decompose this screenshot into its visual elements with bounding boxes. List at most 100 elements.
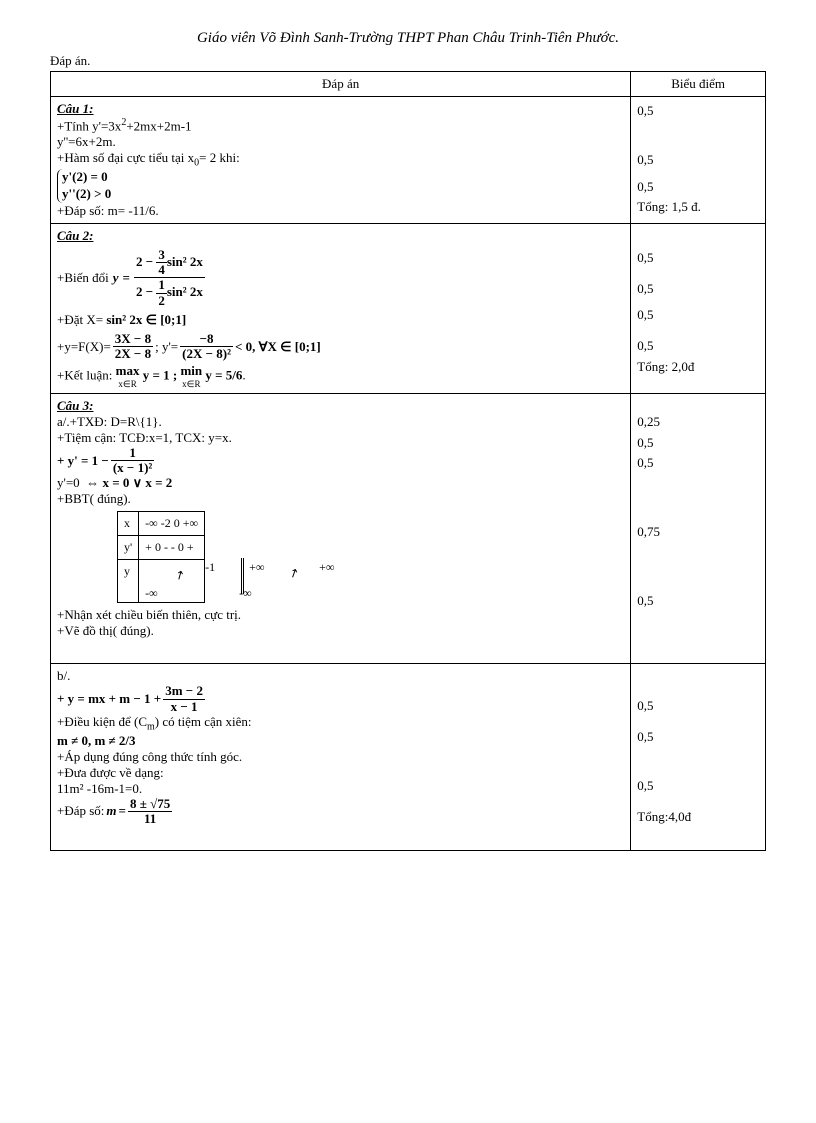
q2-s3: 0,5 xyxy=(637,305,759,326)
q2-s1: 0,5 xyxy=(637,248,759,269)
q3-a1: a/.+TXĐ: D=R\{1}. xyxy=(57,414,624,430)
q1-sys2: y''(2) > 0 xyxy=(62,186,111,203)
minr: x∈R xyxy=(182,379,200,389)
fb1: 2 − xyxy=(136,284,156,299)
q2-answer: Câu 2: +Biến đổi y = 2 − 34sin² 2x 2 − 1… xyxy=(51,223,631,393)
q2-setXpre: +Đặt X= xyxy=(57,312,106,327)
fb2: sin² 2x xyxy=(167,284,203,299)
q3b-s3: 0,5 xyxy=(637,776,759,797)
q3-dpre: + y' = 1 − xyxy=(57,453,109,469)
q3b-score: 0,5 0,5 0,5 Tổng:4,0đ xyxy=(631,664,766,851)
table-head-row: Đáp án Biểu điểm xyxy=(51,72,766,97)
q3b-l2post: ) có tiệm cận xiên: xyxy=(155,714,252,729)
q3b-anseq: = xyxy=(119,803,126,819)
bbt-ypv: + 0 - - 0 + xyxy=(139,536,205,560)
q1-system: y'(2) = 0 y''(2) > 0 xyxy=(57,169,111,203)
bbt-table: x-∞ -2 0 +∞ y' + 0 - - 0 + y -∞ ↗ -1 -∞ xyxy=(117,511,205,603)
bbt-yv: -∞ ↗ -1 -∞ +∞ ↗ +∞ xyxy=(139,560,205,603)
ftd: 4 xyxy=(156,263,167,277)
fbd: 2 xyxy=(156,294,167,308)
ft-inner: 34 xyxy=(156,248,167,278)
q2-bigfrac: 2 − 34sin² 2x 2 − 12sin² 2x xyxy=(134,248,205,308)
Fd: 2X − 8 xyxy=(113,347,153,361)
q1-title: Câu 1: xyxy=(57,101,93,116)
q3b-l1pre: + y = mx + m − 1 + xyxy=(57,691,161,707)
q1-answer: Câu 1: +Tính y'=3x2+2mx+2m-1 y''=6x+2m. … xyxy=(51,97,631,224)
head-score: Biểu điểm xyxy=(631,72,766,97)
row-q1: Câu 1: +Tính y'=3x2+2mx+2m-1 y''=6x+2m. … xyxy=(51,97,766,224)
q2-Fpost: < 0, ∀X ∈ [0;1] xyxy=(235,339,321,355)
Fn: 3X − 8 xyxy=(113,332,153,347)
q3b-l1frac: 3m − 2 x − 1 xyxy=(163,684,205,714)
bbt-y: y xyxy=(118,560,139,603)
q3b-l4: +Đưa được về dạng: xyxy=(57,765,624,781)
bbt-xv: -∞ -2 0 +∞ xyxy=(139,512,205,536)
q2-setX: sin² 2x ∈ [0;1] xyxy=(106,312,186,327)
q3-zero2: x = 0 ∨ x = 2 xyxy=(102,475,172,490)
q1-s1: 0,5 xyxy=(637,101,759,122)
q3-s2: 0,5 xyxy=(637,433,759,454)
q3a-score: 0,25 0,5 0,5 0,75 0,5 xyxy=(631,393,766,664)
b1n: 3m − 2 xyxy=(163,684,205,699)
q3-ve: +Vẽ đồ thị( đúng). xyxy=(57,623,624,639)
q2-s4: 0,5 xyxy=(637,336,759,357)
q3b-s2: 0,5 xyxy=(637,727,759,748)
title: Đáp án. xyxy=(50,53,766,69)
q3b-l5: 11m² -16m-1=0. xyxy=(57,781,624,797)
maxr: x∈R xyxy=(118,379,136,389)
q1-total: Tổng: 1,5 đ. xyxy=(637,197,759,218)
q1-line3b: = 2 khi: xyxy=(199,150,240,165)
maxl: max xyxy=(116,363,140,378)
max-block: maxx∈R xyxy=(116,365,140,388)
an: 8 ± √75 xyxy=(128,797,172,812)
q3-bbt: +BBT( đúng). xyxy=(57,491,624,507)
q3-dfrac: 1 (x − 1)² xyxy=(111,446,154,476)
q3-s5: 0,5 xyxy=(637,591,759,612)
ad: 11 xyxy=(128,812,172,826)
q2-Fpfrac: −8 (2X − 8)² xyxy=(180,332,233,362)
min-block: minx∈R xyxy=(180,365,202,388)
q1-line1b: +2mx+2m-1 xyxy=(126,118,191,133)
row-q3a: Câu 3: a/.+TXĐ: D=R\{1}. +Tiệm cận: TCĐ:… xyxy=(51,393,766,664)
q1-s2: 0,5 xyxy=(637,150,759,171)
q2-score: 0,5 0,5 0,5 0,5 Tổng: 2,0đ xyxy=(631,223,766,393)
q2-eq: = xyxy=(123,270,130,286)
q3-title: Câu 3: xyxy=(57,398,93,413)
dn: 1 xyxy=(111,446,154,461)
q2-Fpre: +y=F(X)= xyxy=(57,339,111,355)
q2-Ffrac: 3X − 8 2X − 8 xyxy=(113,332,153,362)
ft2: sin² 2x xyxy=(167,253,203,268)
q3-zero1: y'=0 ⇔ xyxy=(57,475,102,490)
q1-line3a: +Hàm số đại cực tiểu tại x xyxy=(57,150,194,165)
dd: (x − 1)² xyxy=(111,461,154,475)
c1: y = 1 ; xyxy=(143,368,181,383)
q3a-answer: Câu 3: a/.+TXĐ: D=R\{1}. +Tiệm cận: TCĐ:… xyxy=(51,393,631,664)
q3b-anspre: +Đáp số: xyxy=(57,803,104,819)
q2-title: Câu 2: xyxy=(57,228,93,243)
q3b-ansm: m xyxy=(106,803,116,819)
q1-line5: +Đáp số: m= -11/6. xyxy=(57,203,624,219)
q2-y: y xyxy=(113,270,119,286)
fbn: 1 xyxy=(156,278,167,293)
fb-inner: 12 xyxy=(156,278,167,308)
ftn: 3 xyxy=(156,248,167,263)
q1-s3: 0,5 xyxy=(637,177,759,198)
q3-s3: 0,5 xyxy=(637,453,759,474)
q3b-s1: 0,5 xyxy=(637,696,759,717)
q3b-m: m xyxy=(147,722,155,733)
q3-s1: 0,25 xyxy=(637,412,759,433)
q3b-cond: m ≠ 0, m ≠ 2/3 xyxy=(57,733,624,749)
q3-a2: +Tiệm cận: TCĐ:x=1, TCX: y=x. xyxy=(57,430,624,446)
q1-score: 0,5 0,5 0,5 Tổng: 1,5 đ. xyxy=(631,97,766,224)
bbt-x: x xyxy=(118,512,139,536)
q3-nx: +Nhận xét chiều biến thiên, cực trị. xyxy=(57,607,624,623)
page-header: Giáo viên Võ Đình Sanh-Trường THPT Phan … xyxy=(50,30,766,47)
q2-total: Tổng: 2,0đ xyxy=(637,357,759,378)
row-q2: Câu 2: +Biến đổi y = 2 − 34sin² 2x 2 − 1… xyxy=(51,223,766,393)
q2-conclpre: +Kết luận: xyxy=(57,368,116,383)
q3b-b: b/. xyxy=(57,668,624,684)
q1-line1a: +Tính y'=3x xyxy=(57,118,121,133)
c3: . xyxy=(242,368,245,383)
q2-Fmid: ; y'= xyxy=(155,339,178,355)
head-answer: Đáp án xyxy=(51,72,631,97)
